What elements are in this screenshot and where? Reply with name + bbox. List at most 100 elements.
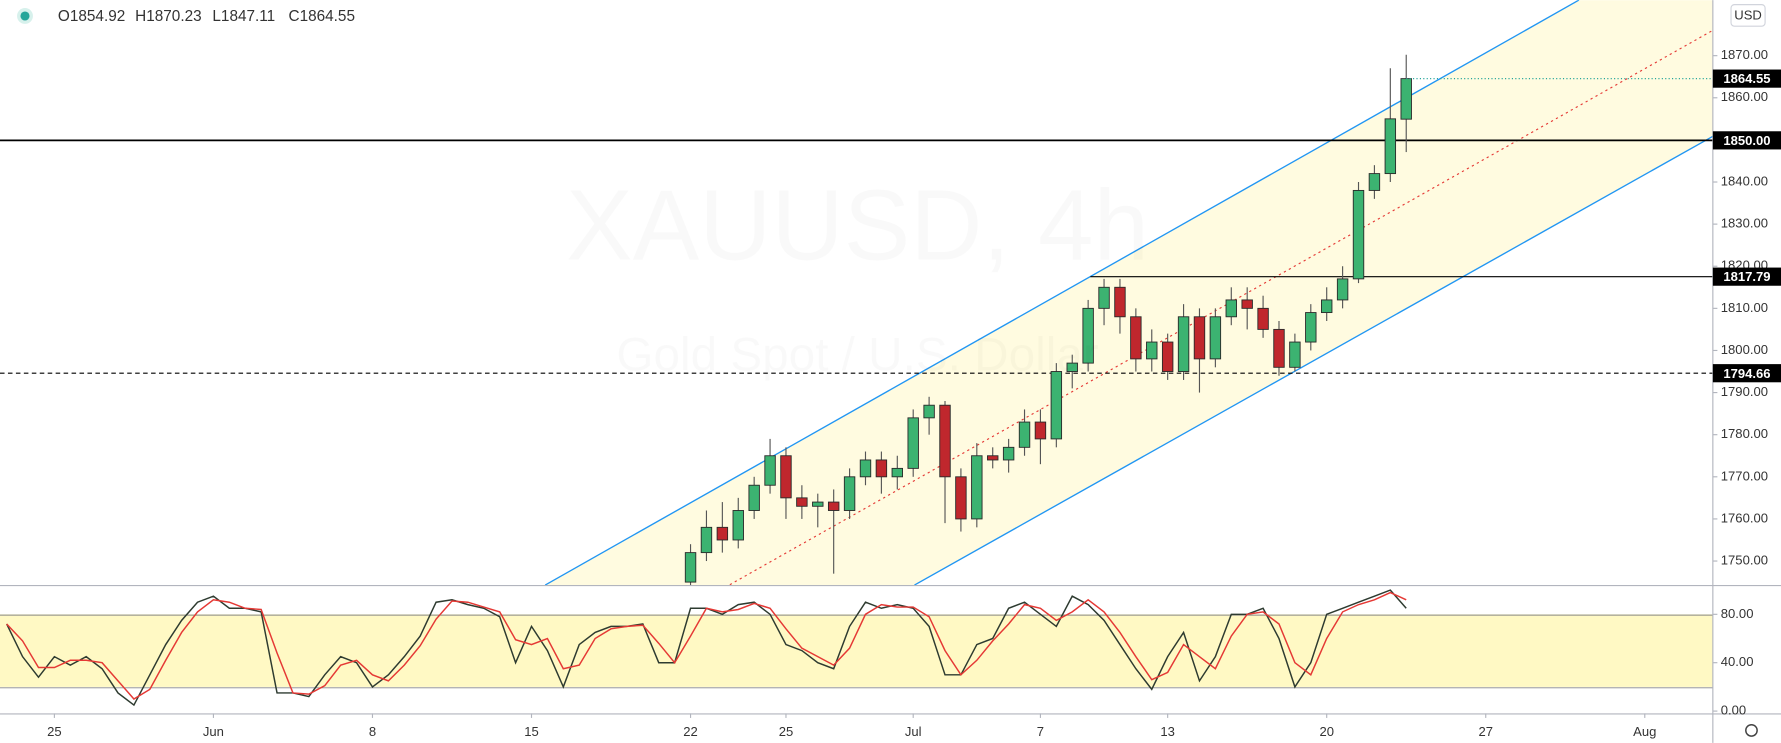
candle-body bbox=[812, 501, 824, 507]
stoch-line bbox=[6, 591, 1407, 700]
candle-body bbox=[1034, 421, 1047, 440]
y-tick-label: 40.00 bbox=[1721, 654, 1754, 669]
price-level-box bbox=[1712, 267, 1781, 286]
x-tick-label: 25 bbox=[47, 724, 62, 739]
candle-body bbox=[748, 484, 760, 511]
stoch-band bbox=[0, 614, 1713, 687]
watermark-title: XAUUSD, 4h bbox=[566, 170, 1149, 281]
settings-icon[interactable] bbox=[1745, 724, 1758, 737]
candle-body bbox=[1082, 307, 1094, 364]
currency-label[interactable]: USD bbox=[1734, 7, 1762, 22]
candle-body bbox=[1002, 446, 1015, 461]
candle-body bbox=[796, 497, 808, 507]
candle-body bbox=[1161, 341, 1174, 372]
header: O1854.92 H1870.23 L1847.11 C1864.55 USD bbox=[17, 4, 1766, 737]
ohlc-close: C1864.55 bbox=[289, 8, 355, 25]
candle-body bbox=[843, 476, 856, 511]
price-level-label: 1794.66 bbox=[1723, 366, 1770, 381]
candle-body bbox=[1257, 307, 1269, 330]
settings-gear[interactable] bbox=[1745, 724, 1758, 737]
x-tick-label: 22 bbox=[683, 724, 698, 739]
overlay: 1850.00 1817.79 1794.66 1864.55 bbox=[1712, 69, 1781, 383]
candle-body bbox=[907, 417, 919, 469]
x-tick-label: 25 bbox=[779, 724, 794, 739]
currency-button[interactable] bbox=[1730, 4, 1766, 27]
y-tick-label: 0.00 bbox=[1721, 703, 1746, 718]
price-level-box bbox=[1712, 364, 1781, 383]
y-tick-label: 1870.00 bbox=[1721, 47, 1768, 62]
x-tick-label: Jul bbox=[905, 724, 922, 739]
y-tick-label: 1760.00 bbox=[1721, 510, 1768, 525]
candle-body bbox=[1241, 299, 1253, 309]
candle-body bbox=[1273, 328, 1285, 368]
y-tick-label: 1790.00 bbox=[1721, 384, 1768, 399]
candle-body bbox=[1289, 341, 1301, 368]
candle-body bbox=[1050, 371, 1063, 440]
y-tick-label: 1800.00 bbox=[1721, 342, 1768, 357]
price-level-label: 1817.79 bbox=[1723, 269, 1770, 284]
stoch-pane bbox=[0, 589, 1713, 707]
candle-body bbox=[1146, 341, 1158, 360]
y-tick-label: 1780.00 bbox=[1721, 426, 1768, 441]
x-tick-label: 13 bbox=[1160, 724, 1175, 739]
candle-body bbox=[1018, 421, 1031, 448]
candle-body bbox=[875, 459, 888, 478]
y-tick-label: 1810.00 bbox=[1721, 300, 1768, 315]
candle-body bbox=[923, 404, 935, 419]
y-tick-label: 80.00 bbox=[1721, 606, 1754, 621]
price-pane bbox=[0, 0, 1713, 586]
watermark: XAUUSD, 4h Gold Spot / U.S. Dollar bbox=[566, 170, 1149, 381]
x-tick-label: Aug bbox=[1633, 724, 1656, 739]
ohlc-high: H1870.23 bbox=[135, 8, 201, 25]
candle-body bbox=[1225, 299, 1237, 318]
y-tick-label: 1840.00 bbox=[1721, 173, 1768, 188]
ohlc-low: L1847.11 bbox=[212, 8, 275, 25]
candle-body bbox=[1368, 173, 1381, 191]
y-tick-label: 1860.00 bbox=[1721, 89, 1768, 104]
candle-body bbox=[1305, 312, 1317, 343]
price-level-label: 1850.00 bbox=[1723, 133, 1770, 148]
y-tick-label: 1750.00 bbox=[1721, 552, 1768, 567]
candle-body bbox=[684, 552, 697, 583]
symbol-status-dot bbox=[20, 11, 30, 21]
candle-body bbox=[987, 455, 999, 461]
candle-body bbox=[764, 455, 776, 486]
candle-body bbox=[1321, 299, 1333, 314]
candle-body bbox=[1336, 278, 1349, 301]
candle-body bbox=[1384, 118, 1397, 175]
last-price-box bbox=[1712, 69, 1781, 88]
candle-body bbox=[1400, 78, 1412, 120]
candle-body bbox=[1209, 316, 1222, 360]
candle-body bbox=[1193, 316, 1206, 360]
x-tick-label: 15 bbox=[524, 724, 539, 739]
candle-body bbox=[1177, 316, 1190, 372]
candle-body bbox=[780, 455, 792, 499]
candle-body bbox=[955, 476, 967, 520]
last-price-label: 1864.55 bbox=[1723, 71, 1770, 86]
x-tick-label: 27 bbox=[1478, 724, 1493, 739]
y-tick-label: 1830.00 bbox=[1721, 216, 1768, 231]
channel-lower bbox=[914, 135, 1713, 586]
channel-midline bbox=[729, 29, 1713, 586]
candle-body bbox=[859, 459, 872, 478]
x-tick-label: 7 bbox=[1037, 724, 1044, 739]
x-tick-label: 8 bbox=[369, 724, 376, 739]
candle-body bbox=[827, 501, 840, 511]
watermark-subtitle: Gold Spot / U.S. Dollar bbox=[616, 328, 1098, 381]
candle-body bbox=[1352, 189, 1365, 280]
candle-body bbox=[700, 526, 713, 554]
candle-body bbox=[1098, 286, 1110, 309]
candle-body bbox=[891, 467, 904, 478]
y-tick-label: 1770.00 bbox=[1721, 468, 1768, 483]
candle-body bbox=[1114, 286, 1126, 318]
channel-fill bbox=[545, 0, 1713, 586]
candle-body bbox=[971, 455, 983, 520]
candle-body bbox=[939, 404, 951, 478]
candle-body bbox=[1066, 362, 1078, 372]
price-level-box bbox=[1712, 131, 1781, 150]
candle-body bbox=[732, 510, 744, 541]
x-tick-label: Jun bbox=[203, 724, 224, 739]
